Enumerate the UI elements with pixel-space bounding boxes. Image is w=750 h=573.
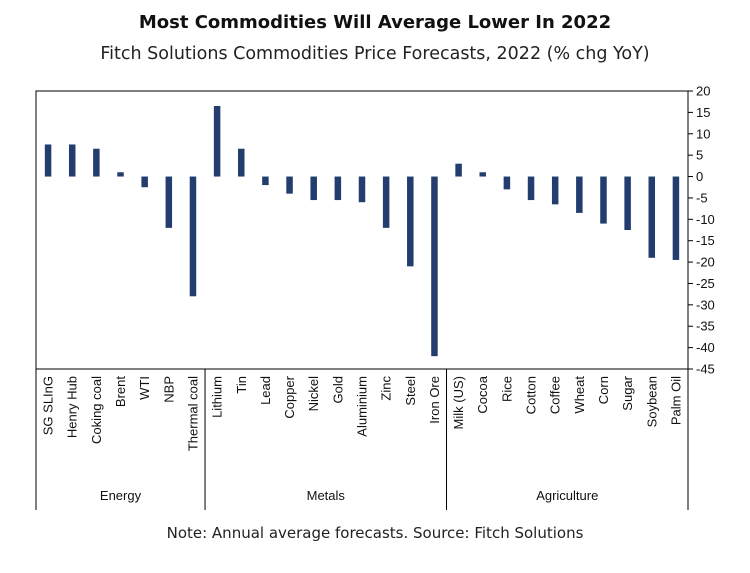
bar [551, 176, 559, 205]
y-tick-label: 10 [696, 126, 710, 141]
category-label: Wheat [572, 376, 587, 414]
y-tick-label: -35 [696, 319, 715, 334]
category-label: Rice [499, 376, 514, 402]
category-label: Zinc [379, 376, 394, 401]
bar [479, 172, 486, 177]
y-tick-label: -30 [696, 297, 715, 312]
category-label: Gold [330, 376, 345, 403]
bar [68, 144, 76, 177]
bar [44, 144, 52, 177]
bar [648, 176, 656, 258]
y-tick-label: -25 [696, 276, 715, 291]
bar [672, 176, 680, 260]
bar [189, 176, 197, 297]
y-tick-label: -10 [696, 212, 715, 227]
category-label: Thermal coal [185, 376, 200, 451]
category-label: Lead [258, 376, 273, 405]
y-tick-label: 5 [696, 148, 703, 163]
y-tick-label: 0 [696, 169, 703, 184]
category-label: Steel [403, 376, 418, 406]
group-label: Metals [307, 488, 346, 503]
category-label: Cocoa [475, 375, 490, 413]
bar [358, 176, 366, 203]
category-label: Milk (US) [451, 376, 466, 429]
y-tick-label: -5 [696, 190, 708, 205]
bar [310, 176, 317, 201]
y-tick-label: 20 [696, 84, 710, 99]
group-label: Energy [100, 488, 142, 503]
bar [165, 176, 173, 228]
bar [431, 176, 438, 357]
bar [527, 176, 535, 201]
bar [286, 176, 293, 194]
bar [576, 176, 583, 213]
category-label: Coking coal [89, 376, 104, 444]
bar [624, 176, 631, 230]
chart-title: Most Commodities Will Average Lower In 2… [138, 12, 612, 33]
bar [382, 176, 390, 228]
category-label: Cotton [524, 376, 539, 414]
group-label: Agriculture [536, 488, 598, 503]
category-label: Tin [234, 376, 249, 394]
category-label: Aluminium [355, 376, 370, 437]
bar [262, 176, 269, 186]
category-label: Iron Ore [427, 376, 442, 424]
category-label: Copper [282, 375, 297, 418]
y-tick-label: -20 [696, 255, 715, 270]
category-label: Corn [596, 376, 611, 404]
category-label: Nickel [306, 376, 321, 412]
category-label: NBP [161, 376, 176, 403]
category-label: Coffee [548, 376, 563, 414]
bar [117, 172, 124, 177]
category-label: Sugar [620, 375, 635, 410]
bar [141, 176, 148, 188]
plot-frame [35, 90, 689, 370]
category-label: Palm Oil [668, 376, 683, 425]
category-label: Soybean [644, 376, 659, 427]
y-tick-label: -15 [696, 233, 715, 248]
category-label: Lithium [210, 376, 225, 418]
category-label: WTI [137, 376, 152, 400]
y-tick-label: -40 [696, 340, 715, 355]
bar [93, 148, 100, 177]
source-note: Note: Annual average forecasts. Source: … [166, 524, 584, 542]
bar [238, 148, 245, 177]
category-label: Brent [113, 376, 128, 407]
y-tick-label: -45 [696, 362, 715, 377]
category-label: Henry Hub [65, 376, 80, 438]
bar [503, 176, 511, 190]
chart-subtitle: Fitch Solutions Commodities Price Foreca… [100, 44, 650, 64]
category-label: SG SLInG [41, 376, 56, 435]
bar [407, 176, 414, 267]
bar [334, 176, 342, 201]
y-tick-label: 15 [696, 105, 710, 120]
bar [600, 176, 607, 224]
bar [213, 105, 221, 177]
bar [455, 163, 462, 177]
